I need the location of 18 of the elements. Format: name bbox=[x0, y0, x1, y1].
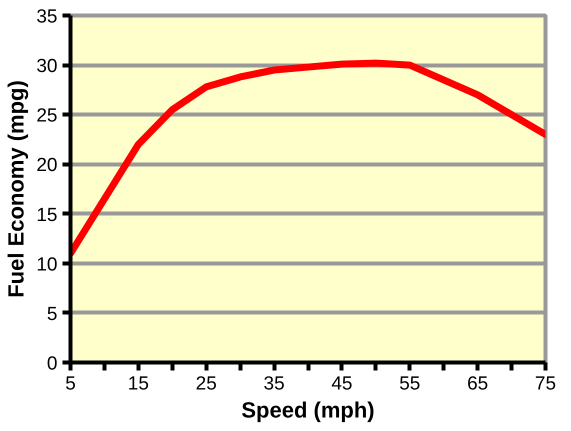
x-tick-label: 55 bbox=[399, 374, 420, 394]
y-tick-label: 25 bbox=[36, 106, 58, 127]
x-tick-label: 15 bbox=[128, 374, 149, 394]
x-tick-label: 75 bbox=[534, 374, 556, 394]
x-tick-label: 35 bbox=[264, 374, 285, 394]
x-axis-title: Speed (mph) bbox=[241, 398, 375, 422]
x-tick-label: 65 bbox=[467, 374, 488, 394]
y-tick-label: 0 bbox=[46, 354, 58, 374]
y-tick-label: 20 bbox=[36, 155, 58, 176]
x-tick-label: 5 bbox=[65, 374, 76, 394]
y-axis-title: Fuel Economy (mpg) bbox=[3, 80, 28, 298]
y-tick-label: 35 bbox=[36, 6, 58, 28]
x-tick-label: 45 bbox=[331, 374, 352, 394]
y-tick-label: 30 bbox=[36, 56, 58, 78]
y-tick-label: 10 bbox=[36, 254, 58, 276]
x-tick-label: 25 bbox=[196, 374, 217, 394]
y-tick-label: 5 bbox=[46, 304, 58, 325]
y-tick-label: 15 bbox=[36, 204, 58, 226]
